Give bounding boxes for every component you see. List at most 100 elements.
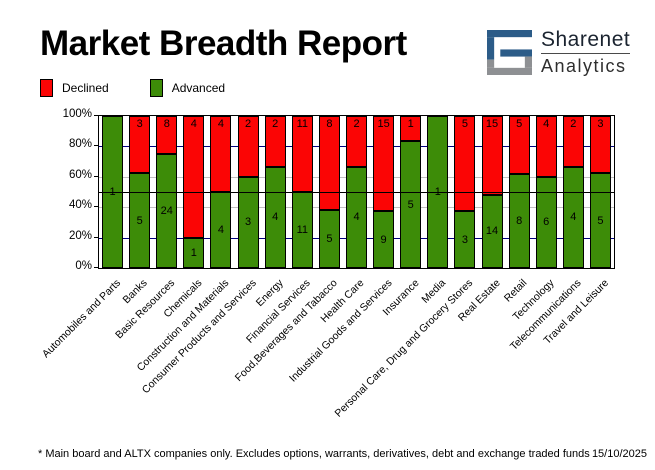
segment-declined: 4 bbox=[210, 116, 232, 192]
segment-advanced: 14 bbox=[481, 194, 503, 268]
advanced-count-label: 24 bbox=[160, 205, 173, 217]
legend-label-declined: Declined bbox=[62, 81, 109, 95]
y-tick-mark bbox=[94, 176, 99, 177]
chart-legend: Declined Advanced bbox=[40, 79, 266, 97]
advanced-count-label: 5 bbox=[136, 214, 143, 227]
gridline-50 bbox=[99, 192, 614, 193]
plot-area: 1358244144232411118524159151531514584624… bbox=[98, 115, 615, 269]
legend-item-declined: Declined bbox=[40, 79, 109, 97]
y-tick-label-100pct: 100% bbox=[62, 108, 92, 120]
advanced-count-label: 11 bbox=[296, 224, 308, 236]
y-tick-label-0pct: 0% bbox=[75, 260, 92, 272]
declined-count-label: 4 bbox=[543, 118, 550, 130]
sharenet-logo-icon bbox=[487, 29, 532, 75]
segment-declined: 15 bbox=[481, 116, 503, 195]
segment-declined: 5 bbox=[454, 116, 476, 211]
advanced-count-label: 5 bbox=[326, 232, 333, 245]
declined-count-label: 5 bbox=[516, 118, 523, 130]
advanced-count-label: 1 bbox=[190, 246, 197, 259]
footnote-text: * Main board and ALTX companies only. Ex… bbox=[38, 448, 590, 460]
advanced-count-label: 4 bbox=[272, 211, 279, 224]
declined-count-label: 15 bbox=[377, 118, 390, 130]
y-tick-label-20pct: 20% bbox=[68, 229, 92, 242]
declined-count-label: 11 bbox=[296, 118, 308, 130]
segment-advanced: 8 bbox=[508, 174, 530, 268]
segment-advanced: 9 bbox=[373, 211, 395, 268]
advanced-count-label: 6 bbox=[543, 216, 550, 229]
segment-declined: 3 bbox=[589, 116, 611, 173]
segment-advanced: 4 bbox=[264, 166, 286, 268]
category-label-text: Automobiles and Parts bbox=[39, 277, 124, 361]
declined-count-label: 4 bbox=[217, 118, 225, 130]
segment-advanced: 5 bbox=[589, 173, 611, 268]
logo-sub-name: Analytics bbox=[541, 56, 627, 76]
segment-declined: 5 bbox=[508, 116, 530, 175]
segment-declined: 2 bbox=[237, 116, 259, 177]
declined-count-label: 2 bbox=[272, 118, 279, 130]
segment-declined: 4 bbox=[183, 116, 205, 238]
page-title: Market Breadth Report bbox=[40, 24, 407, 63]
segment-declined: 3 bbox=[129, 116, 151, 173]
declined-count-label: 8 bbox=[326, 118, 333, 130]
segment-advanced: 3 bbox=[454, 211, 476, 268]
segment-declined: 15 bbox=[373, 116, 395, 211]
y-tick-label-60pct: 60% bbox=[68, 168, 92, 181]
sharenet-logo: Sharenet Analytics bbox=[487, 28, 631, 76]
y-tick-mark bbox=[94, 115, 99, 116]
segment-advanced: 24 bbox=[156, 154, 178, 268]
segment-advanced: 4 bbox=[346, 166, 367, 268]
logo-brand-name: Sharenet bbox=[541, 28, 631, 51]
segment-advanced: 3 bbox=[237, 176, 259, 268]
y-tick-label-40pct: 40% bbox=[68, 199, 92, 212]
logo-divider bbox=[541, 53, 631, 54]
advanced-count-label: 3 bbox=[245, 216, 252, 229]
declined-count-label: 4 bbox=[190, 118, 197, 130]
y-tick-mark bbox=[94, 267, 99, 268]
declined-count-label: 2 bbox=[570, 118, 577, 130]
sharenet-logo-text: Sharenet Analytics bbox=[541, 28, 631, 76]
declined-count-label: 3 bbox=[597, 118, 604, 130]
declined-count-label: 2 bbox=[245, 118, 252, 130]
segment-advanced: 6 bbox=[535, 176, 557, 268]
declined-count-label: 3 bbox=[136, 118, 143, 130]
segment-advanced: 5 bbox=[318, 209, 340, 268]
bar-8: 11 11 bbox=[291, 116, 313, 268]
y-tick-mark bbox=[94, 206, 99, 207]
segment-declined: 8 bbox=[156, 116, 178, 154]
legend-label-advanced: Advanced bbox=[171, 81, 226, 95]
report-date: 15/10/2025 bbox=[591, 448, 647, 460]
segment-advanced: 11 bbox=[291, 192, 313, 268]
segment-advanced: 4 bbox=[210, 192, 232, 268]
advanced-count-label: 4 bbox=[217, 224, 225, 236]
segment-advanced: 4 bbox=[562, 166, 584, 268]
segment-advanced: 1 bbox=[183, 237, 205, 268]
declined-count-label: 15 bbox=[485, 118, 499, 130]
segment-declined: 4 bbox=[535, 116, 557, 177]
advanced-count-label: 9 bbox=[380, 233, 387, 246]
bar-3: 8 24 bbox=[156, 116, 178, 268]
segment-advanced: 5 bbox=[400, 141, 422, 268]
legend-item-advanced: Advanced bbox=[149, 79, 226, 97]
segment-declined: 8 bbox=[318, 116, 340, 210]
declined-count-label: 5 bbox=[461, 118, 468, 130]
footnote: * Main board and ALTX companies only. Ex… bbox=[38, 448, 647, 460]
segment-declined: 2 bbox=[264, 116, 286, 167]
declined-count-label: 8 bbox=[163, 118, 170, 130]
advanced-count-label: 8 bbox=[516, 215, 523, 228]
y-tick-label-80pct: 80% bbox=[68, 138, 92, 151]
declined-swatch-icon bbox=[40, 79, 53, 97]
advanced-count-label: 3 bbox=[461, 233, 468, 246]
segment-declined: 11 bbox=[291, 116, 313, 192]
bar-11: 15 9 bbox=[373, 116, 395, 268]
advanced-swatch-icon bbox=[149, 79, 163, 97]
y-tick-mark bbox=[94, 145, 99, 146]
